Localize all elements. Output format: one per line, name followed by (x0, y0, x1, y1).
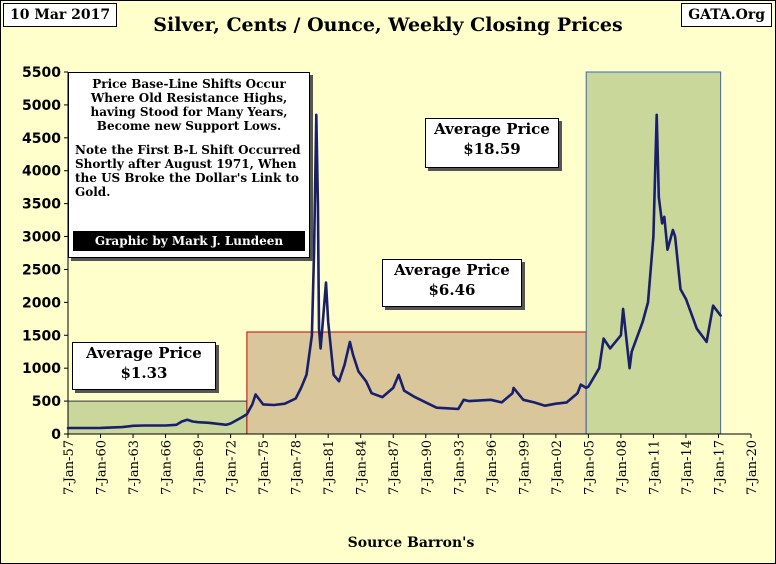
x-tick-label: 7-Jan-60 (95, 440, 110, 495)
x-tick-label: 7-Jan-84 (355, 440, 370, 495)
y-tick-label: 2000 (22, 295, 61, 311)
x-tick-label: 7-Jan-14 (680, 440, 695, 495)
x-tick-label: 7-Jan-93 (452, 440, 467, 495)
average-label-3: Average Price (434, 120, 550, 138)
x-tick-label: 7-Jan-11 (647, 440, 662, 495)
era-region-2 (246, 331, 587, 435)
x-tick-label: 7-Jan-81 (322, 440, 337, 495)
y-tick-label: 2500 (22, 262, 61, 278)
chart-title: Silver, Cents / Ounce, Weekly Closing Pr… (153, 14, 623, 36)
x-tick-label: 7-Jan-72 (225, 440, 240, 495)
average-label-2: Average Price (394, 261, 510, 279)
average-box-1: Average Price $1.33 (72, 342, 216, 390)
x-tick-label: 7-Jan-08 (615, 440, 630, 495)
date-label: 10 Mar 2017 (3, 3, 118, 27)
x-tick-label: 7-Jan-02 (550, 440, 565, 495)
note-text-2: Note the First B-L Shift Occurred Shortl… (75, 143, 301, 199)
x-tick-label: 7-Jan-90 (420, 440, 435, 495)
x-tick-label: 7-Jan-17 (712, 440, 727, 495)
y-tick-label: 500 (32, 394, 61, 410)
x-tick-label: 7-Jan-63 (127, 440, 142, 495)
y-tick-label: 1000 (22, 361, 61, 377)
average-value-3: $18.59 (463, 140, 521, 158)
x-tick-label: 7-Jan-78 (290, 440, 305, 495)
x-axis-source-label: Source Barron's (347, 535, 475, 551)
average-label-1: Average Price (86, 344, 202, 362)
x-tick-label: 7-Jan-20 (745, 440, 760, 495)
average-box-3: Average Price $18.59 (425, 118, 559, 168)
x-tick-label: 7-Jan-87 (387, 440, 402, 495)
silver-price-line (66, 113, 722, 430)
y-tick-label: 5500 (22, 65, 61, 81)
y-tick-label: 5000 (22, 98, 61, 114)
y-tick-label: 3500 (22, 197, 61, 213)
y-tick-label: 3000 (22, 230, 61, 246)
y-tick-label: 4500 (22, 131, 61, 147)
average-value-1: $1.33 (120, 364, 168, 382)
x-tick-label: 7-Jan-75 (257, 440, 272, 495)
brand-label: GATA.Org (681, 3, 772, 27)
y-tick-label: 0 (51, 427, 61, 443)
x-tick-label: 7-Jan-99 (517, 440, 532, 495)
credit-banner: Graphic by Mark J. Lundeen (73, 231, 305, 251)
average-box-2: Average Price $6.46 (382, 259, 522, 307)
y-tick-label: 4000 (22, 164, 61, 180)
x-tick-label: 7-Jan-05 (582, 440, 597, 495)
note-text-1: Price Base-Line Shifts Occur Where Old R… (90, 77, 288, 133)
x-tick-label: 7-Jan-66 (160, 440, 175, 495)
average-value-2: $6.46 (428, 281, 476, 299)
era-region-3 (585, 71, 722, 435)
note-box: Price Base-Line Shifts Occur Where Old R… (68, 72, 310, 258)
x-tick-label: 7-Jan-69 (192, 440, 207, 495)
x-tick-label: 7-Jan-96 (485, 440, 500, 495)
x-tick-label: 7-Jan-57 (62, 440, 77, 495)
y-tick-label: 1500 (22, 328, 61, 344)
